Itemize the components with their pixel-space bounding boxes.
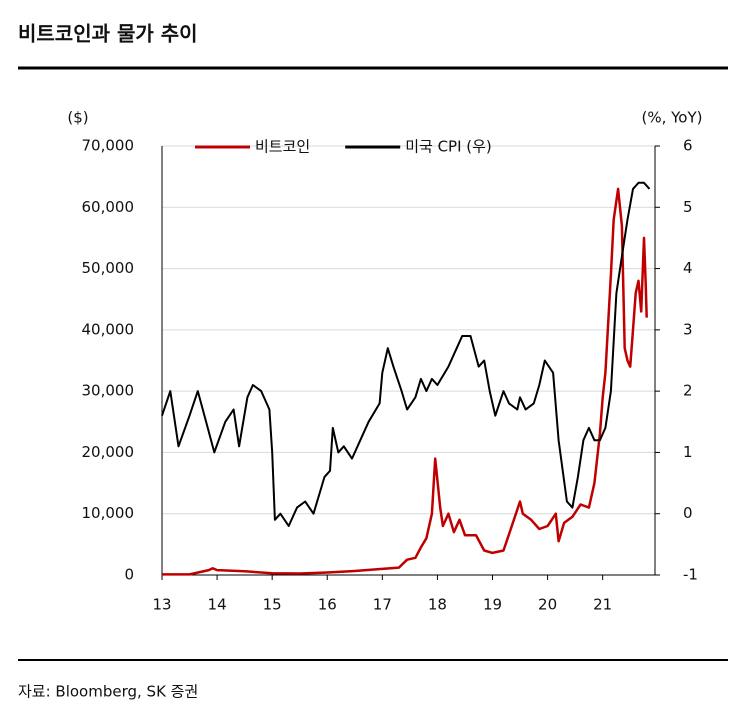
chart-title: 비트코인과 물가 추이 xyxy=(18,22,198,46)
y2-tick-label: 3 xyxy=(683,320,693,338)
y-tick-label: 0 xyxy=(124,566,134,584)
y-tick-label: 30,000 xyxy=(82,382,135,400)
x-tick-label: 19 xyxy=(483,596,502,614)
x-tick-label: 21 xyxy=(593,596,612,614)
y2-tick-label: 5 xyxy=(683,198,693,216)
x-tick-label: 13 xyxy=(152,596,171,614)
x-tick-label: 17 xyxy=(373,596,392,614)
y2-tick-label: 0 xyxy=(683,504,693,522)
x-tick-label: 16 xyxy=(318,596,337,614)
y-axis-label: ($) xyxy=(67,109,88,127)
x-tick-label: 15 xyxy=(263,596,282,614)
legend-label: 비트코인 xyxy=(255,138,310,156)
y-tick-label: 70,000 xyxy=(82,137,135,155)
source: 자료: Bloomberg, SK 증권 xyxy=(18,683,198,701)
y-tick-label: 20,000 xyxy=(82,443,135,461)
x-tick-label: 20 xyxy=(538,596,557,614)
y-tick-label: 40,000 xyxy=(82,320,135,338)
y2-tick-label: 2 xyxy=(683,382,693,400)
x-tick-label: 14 xyxy=(208,596,227,614)
series-line xyxy=(162,187,648,576)
y2-axis-label: (%, YoY) xyxy=(641,109,702,127)
y-tick-label: 50,000 xyxy=(82,259,135,277)
x-tick-label: 18 xyxy=(428,596,447,614)
y2-tick-label: 6 xyxy=(683,137,693,155)
y-tick-label: 60,000 xyxy=(82,198,135,216)
y2-tick-label: 4 xyxy=(683,259,693,277)
y-tick-label: 10,000 xyxy=(82,504,135,522)
y2-tick-label: 1 xyxy=(683,443,693,461)
series-line xyxy=(161,181,651,527)
legend-label: 미국 CPI (우) xyxy=(405,138,492,156)
y2-tick-label: -1 xyxy=(683,566,698,584)
